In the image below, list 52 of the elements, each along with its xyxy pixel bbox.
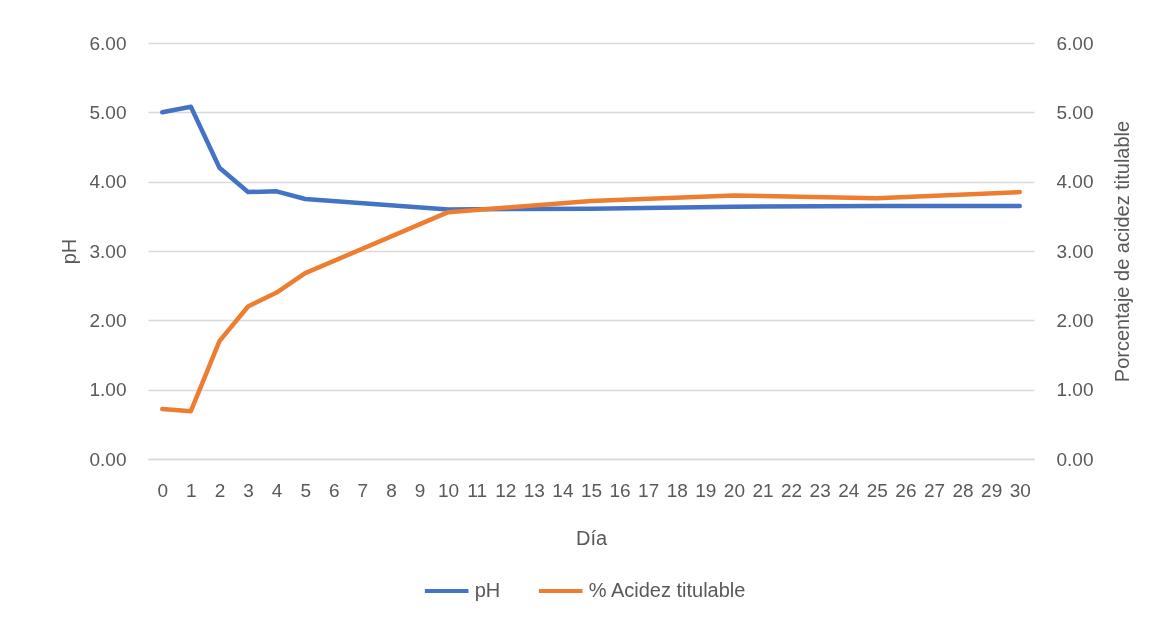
y-tick-label: 0.00 [89,448,127,470]
y2-tick-label: 5.00 [1056,101,1094,123]
y2-tick-label: 1.00 [1056,379,1094,401]
y-tick-label: 6.00 [89,32,127,54]
x-tick-label: 0 [157,479,169,501]
line-series [160,104,1022,212]
y2-tick-label: 4.00 [1056,171,1094,193]
line-series [160,189,1022,414]
x-tick-label: 5 [300,479,311,501]
x-tick-label: 19 [695,479,717,501]
legend-label: pH [474,579,501,601]
legend-label: % Acidez titulable [588,579,746,601]
y2-tick-label: 3.00 [1056,240,1094,262]
x-tick-label: 8 [386,479,397,501]
y-tick-label: 4.00 [89,171,127,193]
x-tick-label: 26 [895,479,917,501]
y-axis-title: pH [57,238,80,265]
x-tick-label: 15 [580,479,603,501]
x-tick-label: 14 [552,479,574,501]
x-tick-label: 11 [467,479,488,501]
y-tick-label: 1.00 [89,379,127,401]
x-tick-label: 10 [438,479,460,501]
x-tick-label: 28 [952,479,974,501]
x-tick-label: 7 [357,479,369,501]
x-tick-label: 24 [838,479,860,501]
x-tick-label: 12 [495,479,517,501]
x-tick-label: 25 [866,479,888,501]
x-tick-label: 16 [609,479,631,501]
x-axis-title: Día [575,526,608,549]
x-tick-label: 18 [666,479,688,501]
x-tick-label: 27 [923,479,946,501]
x-tick-label: 17 [638,479,660,501]
x-tick-label: 4 [271,479,283,501]
x-tick-label: 21 [752,479,774,501]
x-tick-label: 6 [328,479,340,501]
x-tick-label: 23 [809,479,831,501]
x-tick-label: 2 [214,479,226,501]
y2-axis-title: Porcentaje de acidez titulable [1111,120,1134,383]
x-tick-label: 20 [723,479,745,501]
x-tick-label: 1 [186,479,197,501]
y-tick-label: 2.00 [89,309,127,331]
y2-tick-label: 2.00 [1056,309,1094,331]
x-tick-label: 9 [414,479,426,501]
y2-tick-label: 0.00 [1056,448,1094,470]
x-tick-label: 13 [523,479,545,501]
x-tick-label: 22 [780,479,803,501]
x-tick-label: 3 [243,479,254,501]
x-tick-label: 30 [1009,479,1031,501]
x-tick-label: 29 [981,479,1003,501]
y-tick-label: 5.00 [89,101,127,123]
y-tick-label: 3.00 [89,240,127,262]
y2-tick-label: 6.00 [1056,32,1094,54]
